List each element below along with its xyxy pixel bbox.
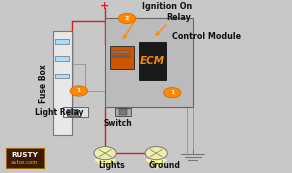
Polygon shape [146, 160, 166, 168]
Polygon shape [95, 160, 115, 168]
Bar [63, 107, 88, 117]
Text: Control Module: Control Module [172, 32, 241, 41]
Text: ECM: ECM [140, 56, 165, 66]
Bar [112, 51, 130, 53]
Text: 1: 1 [170, 90, 174, 95]
Bar [67, 109, 78, 116]
Bar [6, 148, 44, 168]
Bar [110, 46, 134, 69]
Circle shape [94, 147, 116, 160]
Text: +: + [100, 1, 109, 11]
Text: Fuse Box: Fuse Box [39, 64, 48, 103]
Text: 1: 1 [77, 88, 81, 93]
Text: Lights: Lights [98, 161, 124, 170]
Text: RUSTY: RUSTY [11, 152, 38, 158]
Text: Ignition On: Ignition On [142, 2, 192, 11]
Text: autos.com: autos.com [11, 160, 39, 165]
Bar [55, 39, 69, 43]
Bar [119, 110, 127, 115]
Bar [55, 74, 69, 78]
Circle shape [145, 147, 167, 160]
Bar [55, 56, 69, 61]
Text: Ground: Ground [149, 161, 181, 170]
Circle shape [164, 88, 181, 98]
Circle shape [118, 13, 136, 24]
Circle shape [70, 86, 88, 96]
Bar [105, 18, 193, 107]
Bar [139, 42, 166, 80]
Text: 2: 2 [125, 16, 129, 21]
Bar [53, 31, 72, 135]
Bar [115, 108, 131, 116]
Text: Light Relay: Light Relay [35, 108, 84, 117]
Text: Relay: Relay [166, 13, 191, 22]
Text: Switch: Switch [104, 119, 132, 128]
Bar [112, 56, 130, 57]
